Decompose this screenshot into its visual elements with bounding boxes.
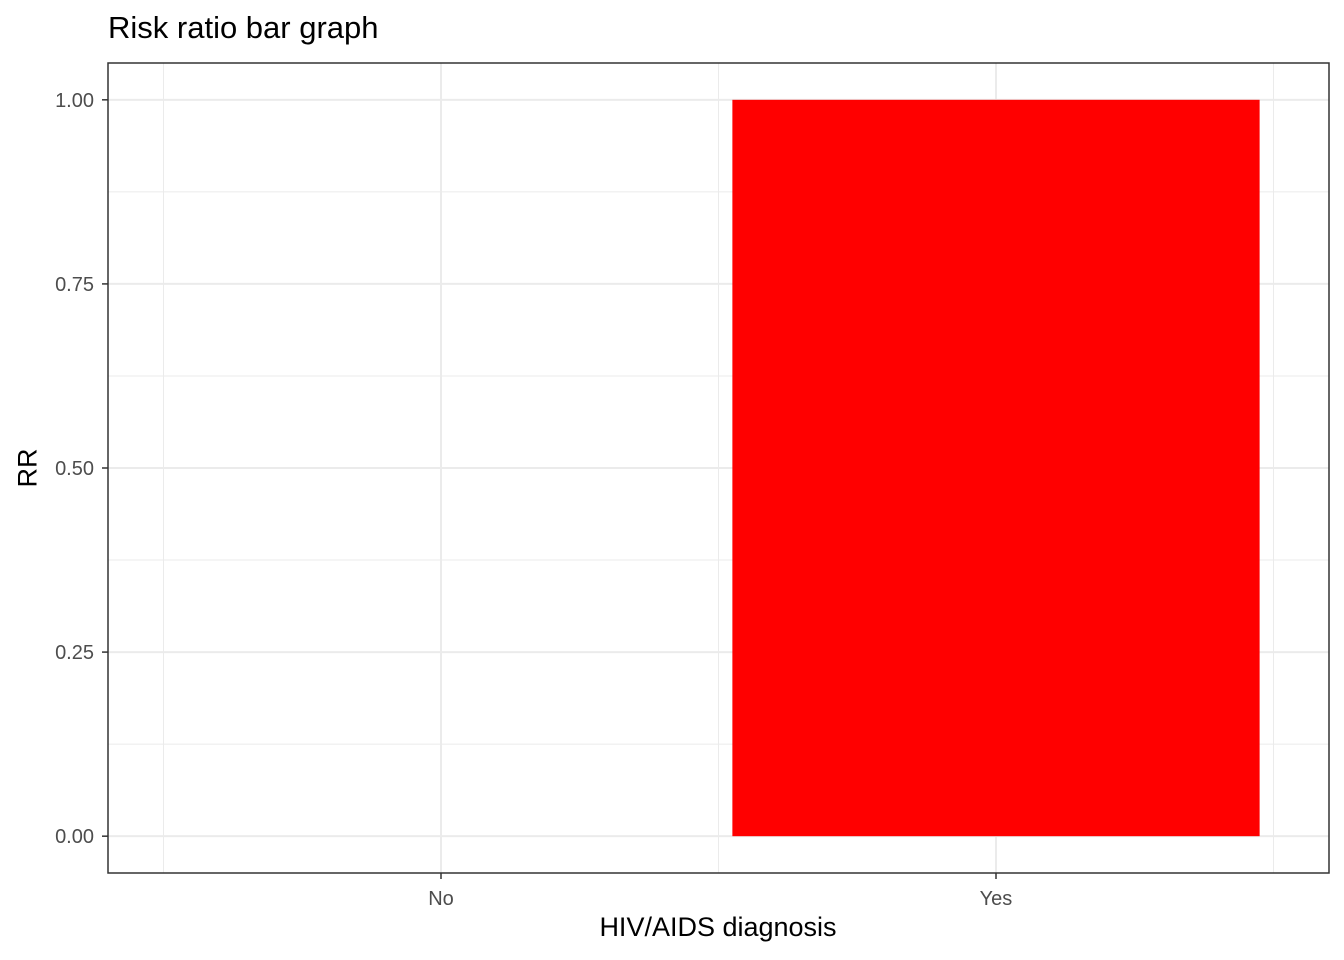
x-axis-title: HIV/AIDS diagnosis (599, 912, 837, 942)
x-tick-label: No (428, 888, 454, 910)
chart-title: Risk ratio bar graph (108, 10, 379, 45)
bar-yes (732, 99, 1260, 837)
y-axis-title: RR (12, 448, 43, 488)
y-tick-label: 0.00 (55, 826, 94, 848)
y-tick-label: 0.25 (55, 642, 94, 664)
x-tick-label: Yes (980, 888, 1013, 910)
y-tick-label: 1.00 (55, 90, 94, 112)
y-tick-label: 0.75 (55, 274, 94, 296)
y-tick-label: 0.50 (55, 458, 94, 480)
